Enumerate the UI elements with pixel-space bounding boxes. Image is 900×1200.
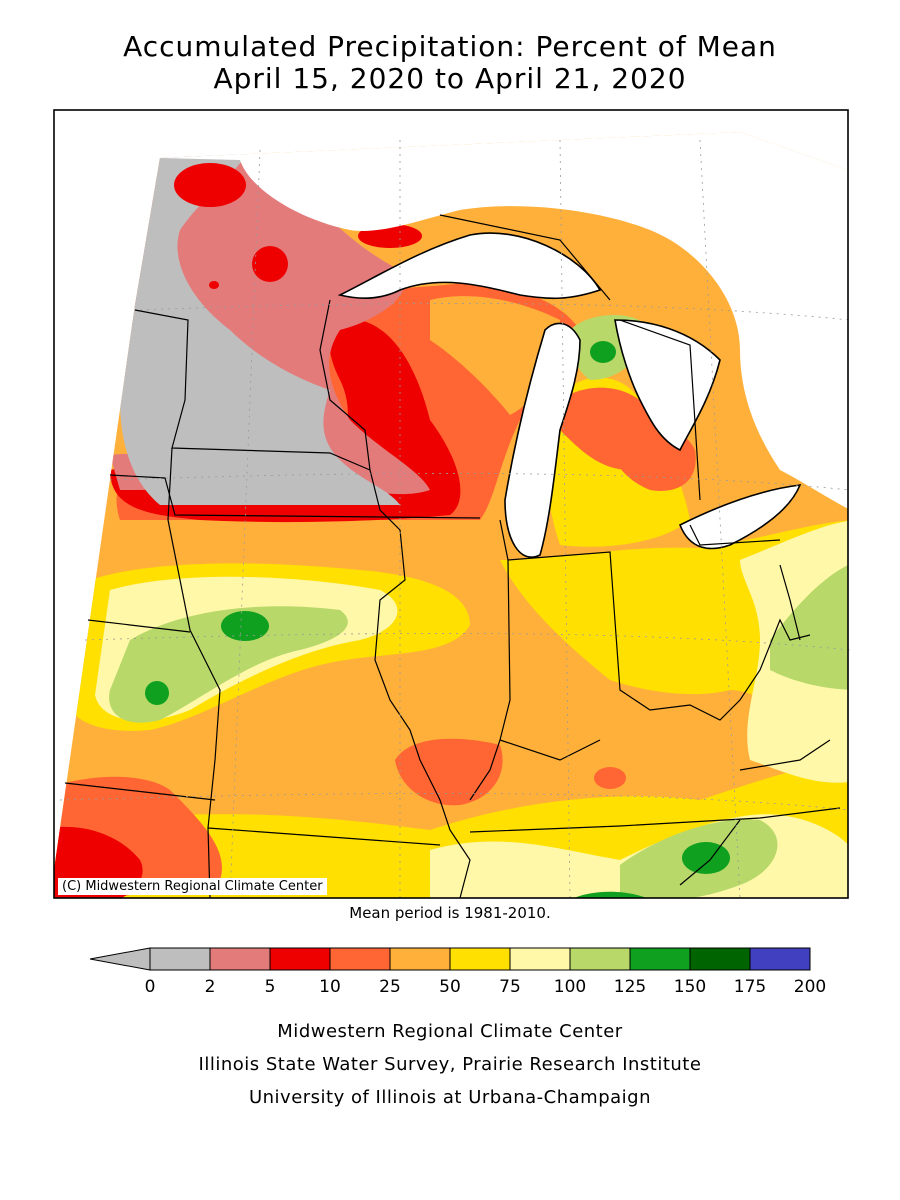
mean-period-note: Mean period is 1981-2010.: [349, 904, 551, 922]
credit-label: (C) Midwestern Regional Climate Center: [58, 878, 327, 895]
footer-line2: Illinois State Water Survey, Prairie Res…: [198, 1054, 702, 1075]
map-subtitle: April 15, 2020 to April 21, 2020: [213, 62, 687, 95]
lake-michigan: [504, 322, 581, 558]
map-title: Accumulated Precipitation: Percent of Me…: [123, 30, 777, 63]
field-125-150-michigan: [590, 341, 616, 363]
footer-line1: Midwestern Regional Climate Center: [277, 1021, 623, 1042]
precip-fields: [54, 132, 848, 898]
map-frame: [53, 109, 849, 899]
field-100-125-east: [770, 560, 848, 690]
graticule: [59, 139, 851, 899]
field-125-150-bottom: [560, 891, 660, 898]
field-125-150-south: [682, 842, 730, 874]
field-0-2: [120, 150, 400, 505]
footer-line3: University of Illinois at Urbana-Champai…: [248, 1087, 652, 1108]
field-125-150-iowa: [221, 611, 269, 641]
lake-erie: [678, 484, 802, 550]
lake-superior: [337, 232, 602, 300]
field-5-10-spot2: [252, 246, 288, 282]
field-10-25-illinois: [395, 738, 503, 806]
lake-huron: [614, 319, 721, 452]
field-5-10-spot3: [209, 281, 219, 289]
field-10-25-indiana: [594, 767, 626, 789]
canada-area: [160, 132, 848, 515]
field-25-50-wisconsin: [430, 296, 560, 415]
field-125-150-nebraska: [145, 681, 169, 705]
field-5-10-spot1: [174, 163, 246, 207]
state-borders: [64, 214, 841, 899]
